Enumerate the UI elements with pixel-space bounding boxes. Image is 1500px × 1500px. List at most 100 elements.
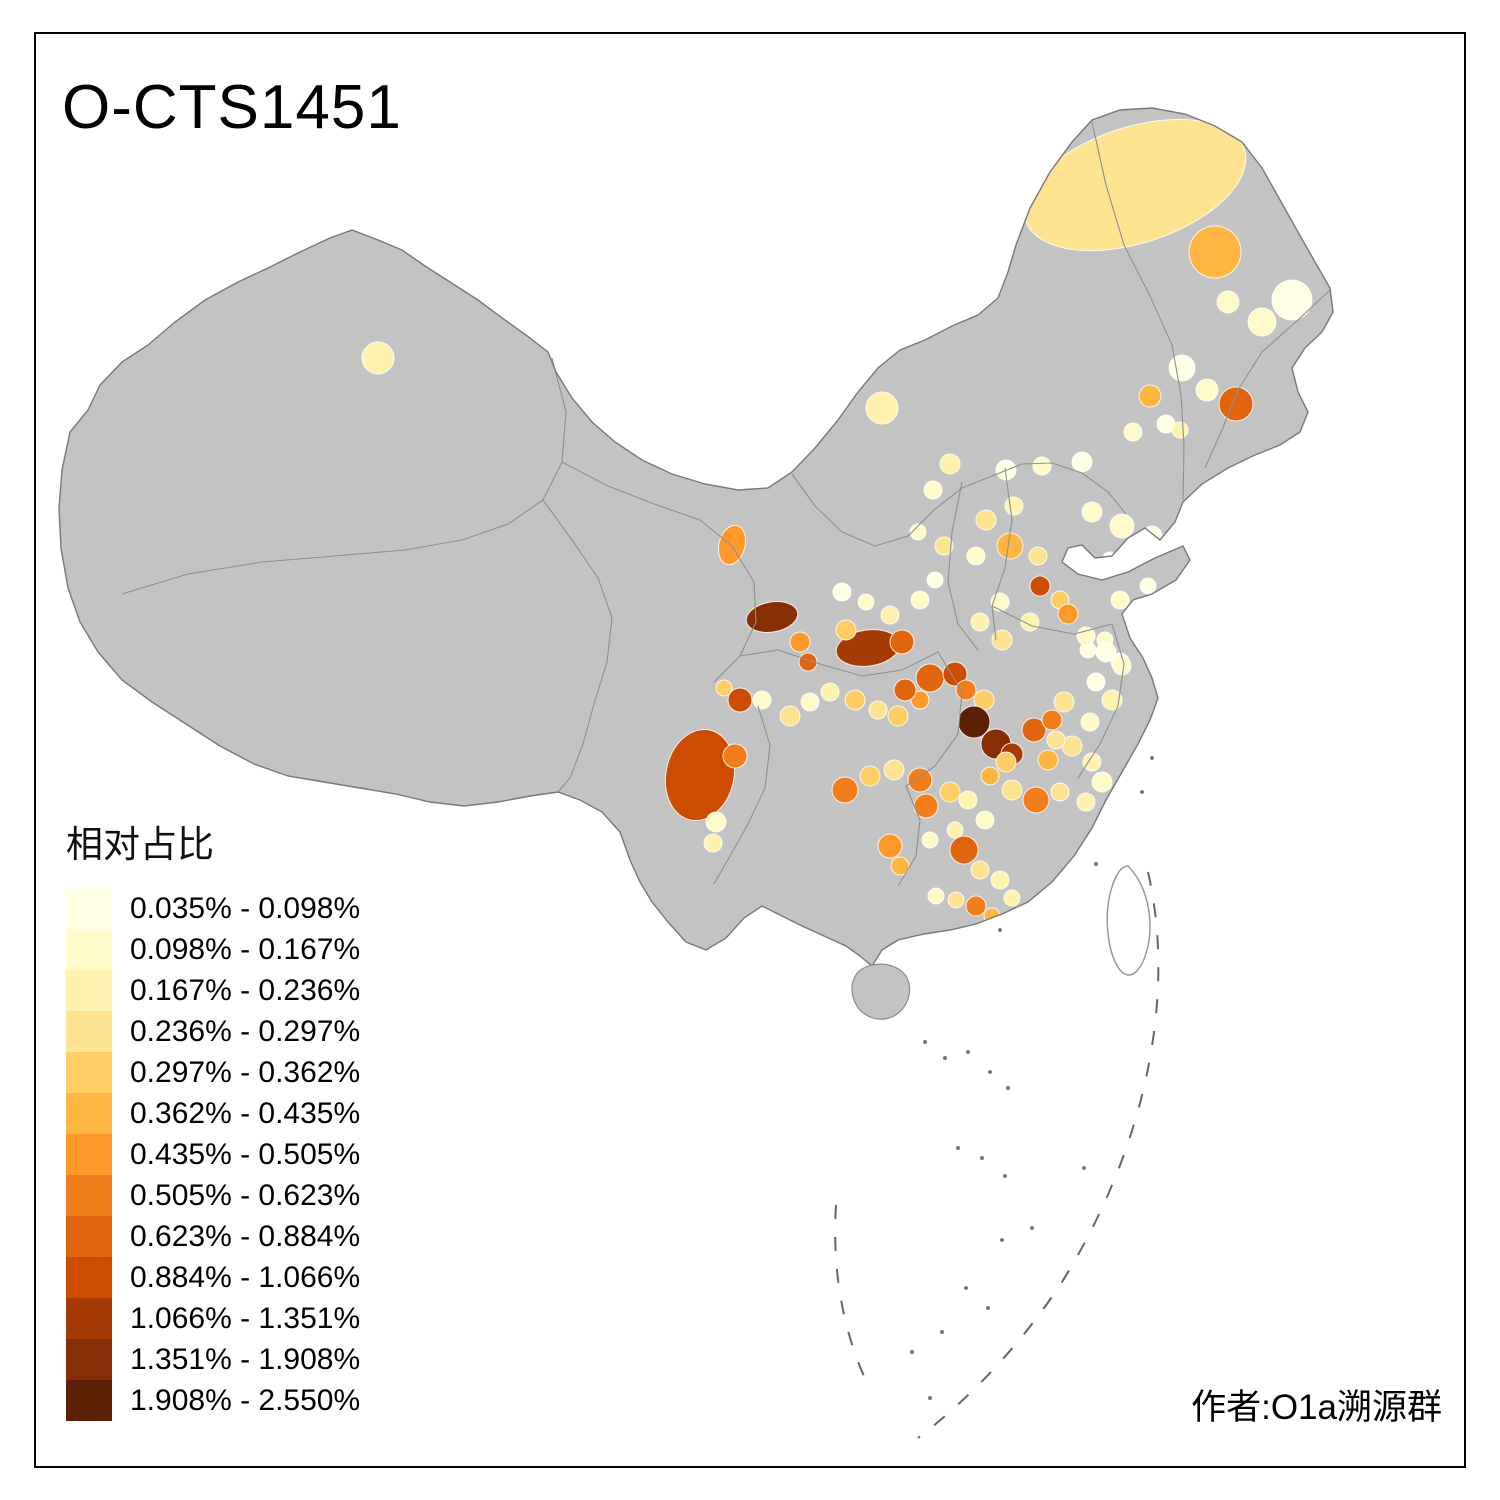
map-region [927, 887, 945, 905]
legend: 相对占比 0.035% - 0.098% 0.098% - 0.167% 0.167… [66, 814, 360, 1421]
legend-entry: 1.908% - 2.550% [66, 1380, 360, 1421]
map-region [910, 690, 930, 710]
map-region [955, 679, 977, 701]
legend-entry: 0.884% - 1.066% [66, 1257, 360, 1298]
legend-swatch [66, 1093, 112, 1134]
map-region [877, 833, 903, 859]
map-region [1071, 451, 1093, 473]
legend-label: 0.884% - 1.066% [130, 1260, 361, 1294]
map-region [958, 790, 978, 810]
map-region [789, 631, 811, 653]
legend-swatch [66, 1011, 112, 1052]
map-region [1029, 575, 1051, 597]
map-region [889, 629, 915, 655]
map-region [1109, 513, 1135, 539]
map-region [715, 679, 733, 697]
map-region [717, 524, 747, 566]
map-region [975, 810, 995, 830]
legend-label: 0.167% - 0.236% [130, 973, 361, 1007]
map-region [1003, 889, 1021, 907]
map-region [949, 835, 979, 865]
legend-label: 0.362% - 0.435% [130, 1096, 361, 1130]
map-region [798, 652, 818, 672]
map-region [727, 687, 753, 713]
map-regions [361, 118, 1313, 925]
legend-swatch [66, 929, 112, 970]
legend-entry: 1.351% - 1.908% [66, 1339, 360, 1380]
map-region [1216, 290, 1240, 314]
map-region [1271, 279, 1313, 321]
map-region [722, 743, 748, 769]
map-region [1046, 730, 1066, 750]
legend-entry: 0.167% - 0.236% [66, 970, 360, 1011]
legend-label: 0.236% - 0.297% [130, 1014, 361, 1048]
map-region [1168, 354, 1196, 382]
map-region [947, 891, 965, 909]
map-region [1037, 749, 1059, 771]
legend-label: 0.505% - 0.623% [130, 1178, 361, 1212]
map-region [980, 766, 1000, 786]
map-region [868, 700, 888, 720]
map-region [926, 571, 944, 589]
map-region [705, 811, 727, 833]
map-region [970, 612, 990, 632]
map-title: O-CTS1451 [62, 73, 402, 142]
map-region [800, 692, 820, 712]
map-region [1080, 712, 1100, 732]
map-region [910, 590, 930, 610]
map-region [1218, 386, 1254, 422]
map-region [890, 856, 910, 876]
map-region [1188, 225, 1242, 279]
map-region [664, 728, 736, 822]
map-region [946, 821, 964, 839]
map-region [1081, 501, 1103, 523]
legend-label: 1.351% - 1.908% [130, 1342, 361, 1376]
map-region [1101, 689, 1123, 711]
map-region [923, 480, 943, 500]
legend-swatch [66, 1298, 112, 1339]
legend-entries: 0.035% - 0.098% 0.098% - 0.167% 0.167% - 0… [66, 888, 360, 1421]
map-region [1057, 603, 1079, 625]
map-region [921, 831, 939, 849]
map-region [1112, 656, 1132, 676]
map-region [1004, 496, 1024, 516]
map-region [1053, 691, 1075, 713]
map-region [1123, 422, 1143, 442]
map-region [1102, 812, 1122, 832]
legend-swatch [66, 1339, 112, 1380]
legend-label: 0.435% - 0.505% [130, 1137, 361, 1171]
map-region [883, 759, 905, 781]
map-region [820, 682, 840, 702]
map-region [1101, 551, 1119, 569]
taiwan-island [1106, 865, 1151, 976]
legend-entry: 0.236% - 0.297% [66, 1011, 360, 1052]
legend-swatch [66, 1175, 112, 1216]
legend-entry: 0.035% - 0.098% [66, 888, 360, 929]
map-region [1028, 546, 1048, 566]
map-region [779, 705, 801, 727]
legend-label: 0.623% - 0.884% [130, 1219, 361, 1253]
legend-label: 0.098% - 0.167% [130, 932, 361, 966]
map-region [745, 601, 799, 633]
hainan-island [851, 963, 911, 1020]
map-region [1095, 641, 1117, 663]
map-region [1247, 307, 1277, 337]
nine-dash-line [834, 871, 1160, 1439]
map-region [1141, 525, 1163, 547]
legend-swatch [66, 970, 112, 1011]
map-region [915, 663, 945, 693]
map-region [1001, 779, 1023, 801]
map-region [1022, 786, 1050, 814]
legend-entry: 0.623% - 0.884% [66, 1216, 360, 1257]
map-region [957, 705, 991, 739]
map-region [1086, 672, 1106, 692]
map-region [857, 593, 875, 611]
map-region [995, 751, 1017, 773]
legend-swatch [66, 1134, 112, 1175]
map-region [1195, 378, 1219, 402]
map-region [835, 619, 857, 641]
map-region [1041, 709, 1063, 731]
map-region [1138, 384, 1162, 408]
map-region [975, 509, 997, 531]
